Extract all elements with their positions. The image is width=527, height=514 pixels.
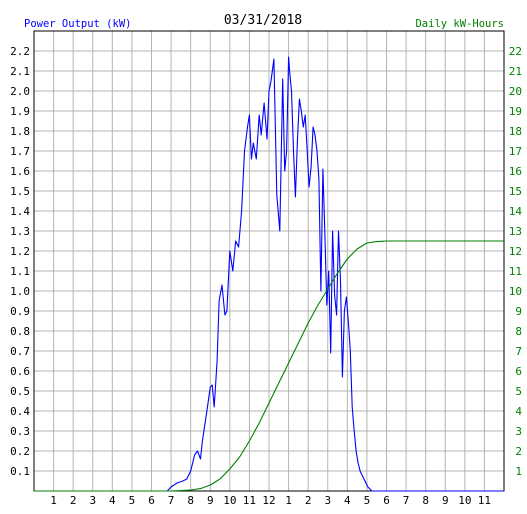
tick-labels: 1 2 3 4 5 6 7 8 9 10 11 12 1 2 3 4 5 6 7 8 9 10 110.10.20.30.4… [10, 45, 522, 507]
y-left-tick-label: 1.8 [10, 125, 30, 138]
x-tick-label: 1 [50, 494, 57, 507]
y-right-tick-label: 2 [515, 445, 522, 458]
y-left-tick-label: 1.0 [10, 285, 30, 298]
chart-date-title: 03/31/2018 [224, 13, 302, 28]
x-tick-label: 9 [207, 494, 214, 507]
power-output-line [34, 56, 504, 492]
y-right-tick-label: 15 [509, 185, 522, 198]
plot-frame [33, 30, 505, 492]
y-left-tick-label: 0.1 [10, 465, 30, 478]
x-tick-label: 4 [109, 494, 116, 507]
y-right-tick-label: 18 [509, 125, 522, 138]
y-right-tick-label: 17 [509, 145, 522, 158]
series [34, 56, 504, 492]
y-left-tick-label: 2.1 [10, 65, 30, 78]
y-left-tick-label: 1.3 [10, 225, 30, 238]
y-left-tick-label: 0.3 [10, 425, 30, 438]
x-tick-label: 8 [422, 494, 429, 507]
y-left-tick-label: 1.1 [10, 265, 30, 278]
y-left-tick-label: 1.5 [10, 185, 30, 198]
y-left-tick-label: 1.7 [10, 145, 30, 158]
y-right-tick-label: 16 [509, 165, 522, 178]
y-right-tick-label: 3 [515, 425, 522, 438]
x-tick-label: 2 [70, 494, 77, 507]
x-tick-label: 12 [262, 494, 275, 507]
x-tick-label: 5 [129, 494, 136, 507]
x-tick-label: 10 [458, 494, 471, 507]
x-tick-label: 8 [187, 494, 194, 507]
y-right-tick-label: 4 [515, 405, 522, 418]
y-right-tick-label: 1 [515, 465, 522, 478]
right-axis-title: Daily kW-Hours [415, 18, 504, 30]
x-tick-label: 5 [364, 494, 371, 507]
x-tick-label: 1 [285, 494, 292, 507]
daily-kwh-line [34, 240, 504, 492]
y-left-tick-label: 0.8 [10, 325, 30, 338]
y-right-tick-label: 21 [509, 65, 522, 78]
x-tick-label: 6 [148, 494, 155, 507]
y-right-tick-label: 8 [515, 325, 522, 338]
y-right-tick-label: 10 [509, 285, 522, 298]
x-tick-label: 7 [403, 494, 410, 507]
x-tick-label: 11 [243, 494, 256, 507]
y-left-tick-label: 0.6 [10, 365, 30, 378]
x-tick-label: 11 [478, 494, 491, 507]
axes [33, 30, 505, 492]
left-axis-title: Power Output (kW) [24, 18, 131, 30]
x-tick-label: 6 [383, 494, 390, 507]
x-tick-label: 3 [89, 494, 96, 507]
y-left-tick-label: 1.6 [10, 165, 30, 178]
y-left-tick-label: 1.9 [10, 105, 30, 118]
y-left-tick-label: 0.4 [10, 405, 30, 418]
y-left-tick-label: 2.2 [10, 45, 30, 58]
x-tick-label: 7 [168, 494, 175, 507]
x-tick-label: 3 [324, 494, 331, 507]
x-tick-label: 9 [442, 494, 449, 507]
grid [34, 31, 504, 491]
x-tick-label: 10 [223, 494, 236, 507]
y-right-tick-label: 12 [509, 245, 522, 258]
y-right-tick-label: 5 [515, 385, 522, 398]
y-left-tick-label: 1.4 [10, 205, 30, 218]
y-right-tick-label: 19 [509, 105, 522, 118]
y-left-tick-label: 0.7 [10, 345, 30, 358]
y-right-tick-label: 7 [515, 345, 522, 358]
y-right-tick-label: 6 [515, 365, 522, 378]
y-right-tick-label: 22 [509, 45, 522, 58]
x-tick-label: 4 [344, 494, 351, 507]
y-left-tick-label: 0.2 [10, 445, 30, 458]
x-tick-label: 2 [305, 494, 312, 507]
y-right-tick-label: 9 [515, 305, 522, 318]
y-right-tick-label: 11 [509, 265, 522, 278]
y-right-tick-label: 14 [509, 205, 523, 218]
y-left-tick-label: 2.0 [10, 85, 30, 98]
y-right-tick-label: 20 [509, 85, 522, 98]
y-left-tick-label: 0.9 [10, 305, 30, 318]
y-left-tick-label: 0.5 [10, 385, 30, 398]
y-right-tick-label: 13 [509, 225, 522, 238]
y-left-tick-label: 1.2 [10, 245, 30, 258]
